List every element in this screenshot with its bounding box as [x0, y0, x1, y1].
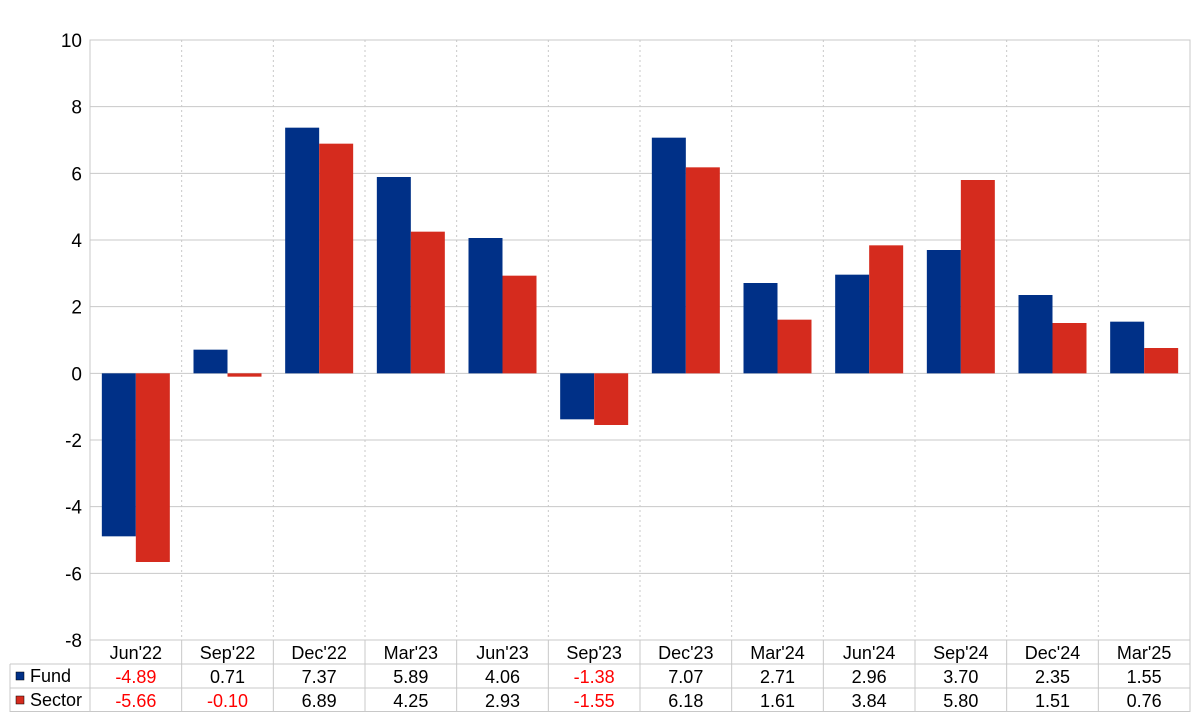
bar-fund	[101, 373, 136, 537]
x-tick-label: Dec'22	[291, 643, 346, 663]
bar-sector	[960, 180, 995, 374]
y-tick-label: 4	[71, 231, 82, 252]
data-label: -5.66	[115, 691, 156, 711]
bar-sector	[685, 167, 720, 374]
bar-fund	[926, 250, 961, 374]
y-tick-label: -2	[65, 431, 82, 452]
bar-fund	[376, 177, 411, 374]
bar-sector	[777, 319, 812, 374]
data-label: 0.76	[1127, 691, 1162, 711]
data-label: 6.89	[302, 691, 337, 711]
bar-sector	[594, 373, 629, 425]
x-tick-label: Sep'23	[566, 643, 622, 663]
x-tick-label: Sep'22	[200, 643, 256, 663]
data-label: 1.55	[1127, 667, 1162, 687]
data-label: 1.61	[760, 691, 795, 711]
bar-fund	[560, 373, 595, 420]
data-label: 2.35	[1035, 667, 1070, 687]
data-label: 4.06	[485, 667, 520, 687]
x-tick-label: Sep'24	[933, 643, 989, 663]
bar-sector	[135, 373, 170, 562]
y-tick-label: 0	[71, 364, 82, 385]
bars-layer	[101, 127, 1179, 562]
y-tick-label: 8	[71, 98, 82, 119]
x-tick-label: Mar'23	[384, 643, 438, 663]
data-label: 4.25	[393, 691, 428, 711]
bar-fund	[1110, 321, 1145, 374]
x-tick-label: Dec'24	[1025, 643, 1080, 663]
bar-fund	[743, 283, 778, 374]
bar-fund	[651, 137, 686, 374]
data-label: 3.84	[852, 691, 887, 711]
x-tick-label: Jun'22	[110, 643, 162, 663]
data-label: -4.89	[115, 667, 156, 687]
grid-layer	[89, 39, 1191, 641]
x-tick-label: Mar'25	[1117, 643, 1171, 663]
bar-sector	[319, 143, 354, 374]
data-label: -0.10	[207, 691, 248, 711]
y-tick-label: -8	[65, 631, 82, 652]
bar-fund	[835, 274, 870, 374]
bar-sector	[502, 275, 537, 374]
bar-fund	[468, 238, 503, 374]
bar-fund	[193, 349, 228, 374]
data-table: Jun'22 Sep'22 Dec'22 Mar'23 Jun'23 Sep'23 Dec'…	[9, 640, 1191, 712]
bar-sector	[1052, 323, 1087, 374]
data-label: 6.18	[668, 691, 703, 711]
legend-swatch-fund	[15, 671, 25, 681]
bar-fund	[1018, 295, 1053, 374]
data-label: 2.93	[485, 691, 520, 711]
data-label: 1.51	[1035, 691, 1070, 711]
bar-fund	[285, 127, 320, 374]
legend-label-sector: Sector	[30, 690, 82, 710]
data-label: 0.71	[210, 667, 245, 687]
data-label: 3.70	[943, 667, 978, 687]
y-axis: -8 -6 -4 -2 0 2 4 6 8 10	[61, 31, 83, 652]
data-label: -1.55	[574, 691, 615, 711]
x-tick-label: Dec'23	[658, 643, 713, 663]
x-tick-label: Mar'24	[750, 643, 804, 663]
x-tick-label: Jun'23	[476, 643, 528, 663]
y-tick-label: -6	[65, 564, 82, 585]
data-label: 7.07	[668, 667, 703, 687]
y-tick-label: -4	[65, 498, 82, 519]
bar-sector	[410, 231, 445, 374]
bar-sector	[227, 373, 262, 377]
bar-sector	[869, 245, 904, 374]
data-label: -1.38	[574, 667, 615, 687]
legend-label-fund: Fund	[30, 666, 71, 686]
data-label: 2.96	[852, 667, 887, 687]
bar-sector	[1144, 348, 1179, 374]
data-label: 2.71	[760, 667, 795, 687]
data-label: 7.37	[302, 667, 337, 687]
x-tick-label: Jun'24	[843, 643, 895, 663]
legend-swatch-sector	[15, 695, 25, 705]
y-tick-label: 6	[71, 164, 82, 185]
data-label: 5.80	[943, 691, 978, 711]
y-tick-label: 10	[61, 31, 82, 52]
y-tick-label: 2	[71, 298, 82, 319]
data-label: 5.89	[393, 667, 428, 687]
